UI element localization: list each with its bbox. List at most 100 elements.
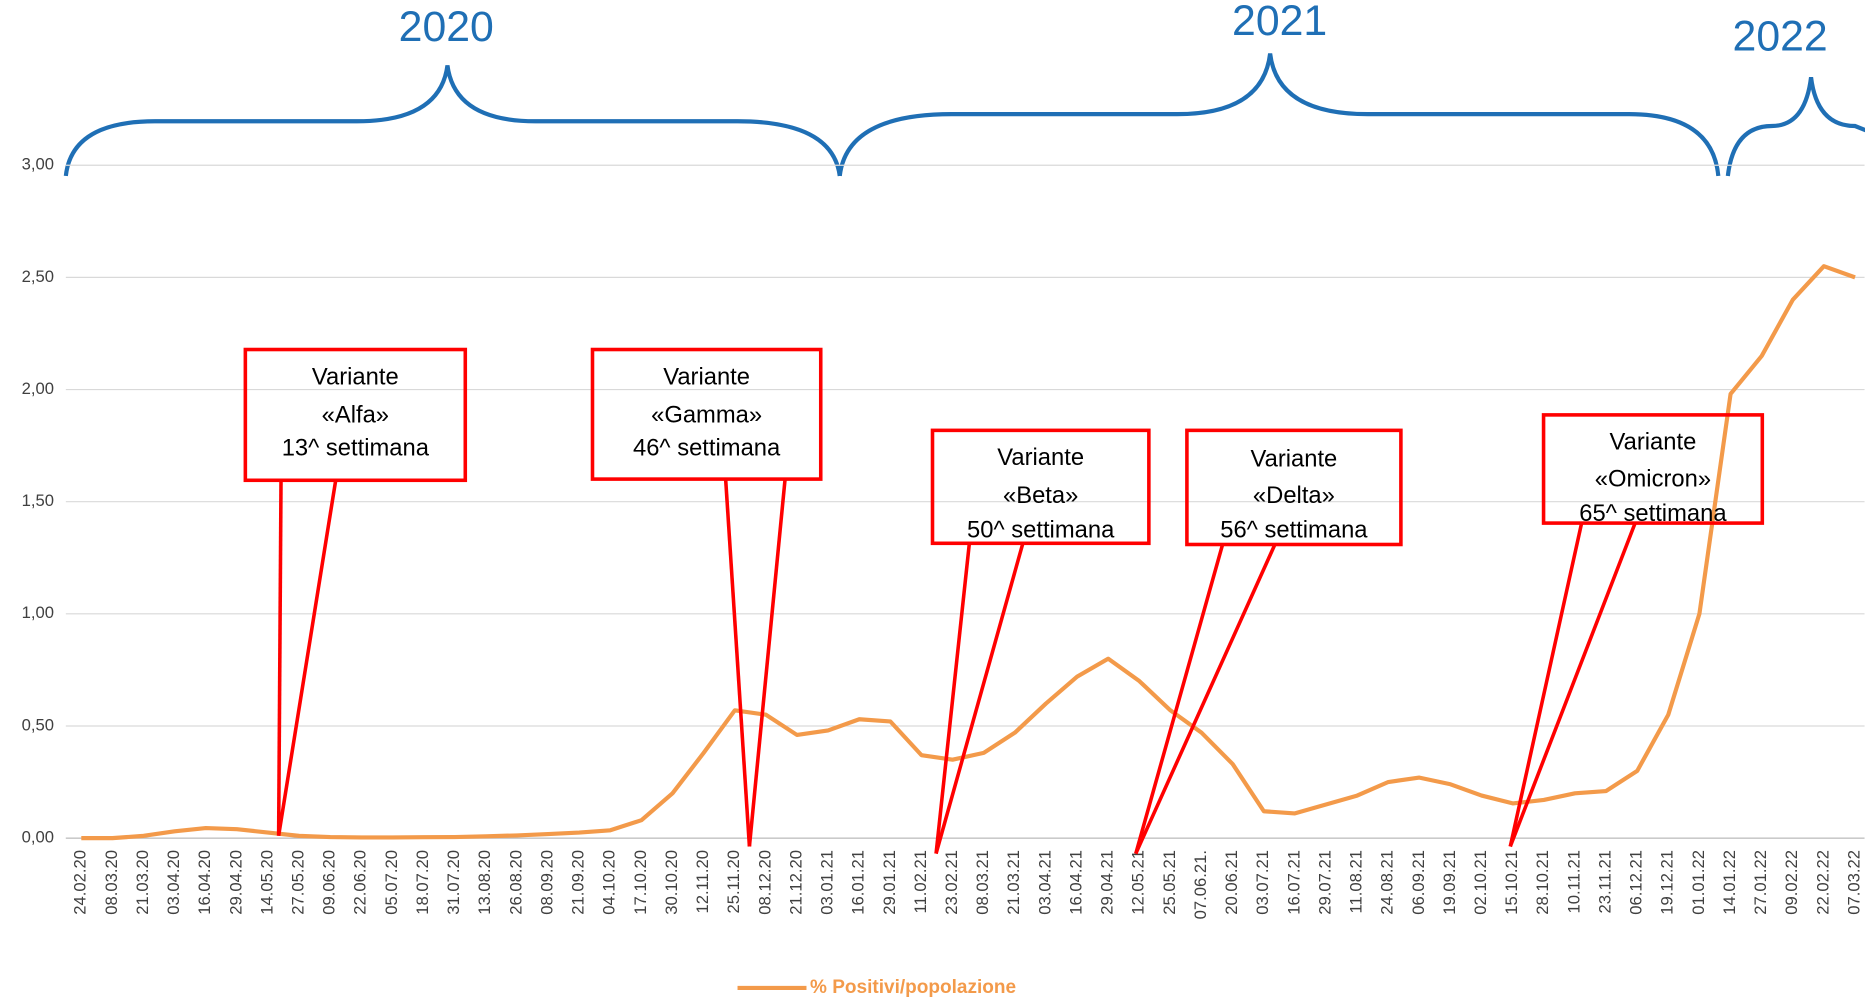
callout-text: «Omicron» [1595,466,1711,493]
callout-box [930,428,1151,546]
x-tick-label: 04.10.20 [600,850,619,915]
x-tick-label: 08.09.20 [537,850,556,915]
x-tick-label: 03.07.21 [1253,850,1272,915]
callout-pointer [934,542,1025,855]
x-tick-label: 07.03.22 [1844,850,1863,915]
x-tick-label: 11.08.21 [1347,850,1366,913]
legend-label: % Positivi/popolazione [810,977,1016,998]
x-tick-label: 09.06.20 [320,850,339,915]
x-tick-label: 22.06.20 [351,850,370,915]
callout-box [590,347,823,481]
callout-pointer [1134,544,1225,855]
x-tick-label: 23.11.21 [1595,850,1614,913]
callout: Variante «Alfa» 13^ settimana [243,347,468,837]
callout-text: Variante [663,363,750,390]
callout-text: «Beta» [1003,482,1078,509]
x-tick-label: 23.02.21 [942,850,961,915]
x-tick-label: 14.01.22 [1720,850,1739,915]
callout-text: Variante [312,363,399,390]
x-tick-label: 29.04.20 [226,850,245,915]
x-tick-label: 21.12.20 [786,850,805,915]
x-tick-label: 31.07.20 [444,850,463,915]
callout-text: «Delta» [1253,482,1335,509]
x-tick-label: 16.01.21 [849,850,868,915]
x-tick-label: 15.10.21 [1502,850,1521,915]
callout-text: Variante [997,444,1084,471]
brace [63,65,842,177]
x-tick-label: 11.02.21 [911,850,930,913]
y-tick-label: 2,00 [22,379,54,398]
year-label: 2020 [399,3,494,51]
year-label: 2022 [1733,13,1828,61]
x-tick-label: 06.12.21 [1627,850,1646,915]
callout-pointer [1508,522,1637,848]
callout-text: 50^ settimana [967,517,1115,544]
callout-text: «Alfa» [322,401,389,428]
x-tick-label: 12.05.21 [1129,850,1148,915]
x-tick-label: 27.05.20 [289,850,308,915]
callout-pointer [723,478,752,847]
x-tick-label: 06.09.21 [1409,850,1428,915]
callout-text: 56^ settimana [1220,517,1368,544]
callout-box [243,347,468,483]
x-tick-label: 30.10.20 [662,850,681,915]
x-tick-label: 20.06.21 [1222,850,1241,915]
x-tick-label: 28.10.21 [1533,850,1552,915]
x-tick-label: 21.03.21 [1004,850,1023,915]
y-tick-label: 3,00 [22,155,54,174]
x-tick-label: 27.01.22 [1751,850,1770,915]
callout: Variante «Beta» 50^ settimana [930,428,1151,855]
x-tick-label: 21.09.20 [569,850,588,915]
callout-pointer [1508,522,1584,847]
y-tick-label: 0,50 [22,715,54,734]
x-tick-label: 19.12.21 [1658,850,1677,915]
callout: Variante «Delta» 56^ settimana [1134,428,1403,855]
x-tick-label: 13.08.20 [475,850,494,915]
brace [1725,77,1865,177]
x-tick-label: 29.07.21 [1315,850,1334,915]
callout-text: 13^ settimana [282,435,430,462]
callout-pointer [276,480,338,837]
x-tick-label: 24.08.21 [1378,850,1397,915]
callout: Variante «Gamma» 46^ settimana [590,347,823,847]
y-tick-label: 2,50 [22,267,54,286]
y-tick-label: 1,50 [22,491,54,510]
x-tick-label: 03.04.21 [1035,850,1054,915]
x-tick-label: 03.04.20 [164,850,183,915]
callout-box [1541,413,1765,525]
callout-text: 46^ settimana [633,435,781,462]
x-tick-label: 29.01.21 [880,850,899,915]
x-tick-label: 19.09.21 [1440,850,1459,915]
x-tick-label: 14.05.20 [257,850,276,915]
x-tick-label: 10.11.21 [1564,850,1583,913]
x-tick-label: 12.11.20 [693,850,712,913]
x-tick-label: 07.06.21. [1191,850,1210,919]
callout-pointer [934,543,972,854]
x-tick-label: 22.02.22 [1813,850,1832,915]
x-tick-label: 05.07.20 [382,850,401,915]
x-tick-label: 21.03.20 [133,850,152,915]
x-tick-label: 25.11.20 [724,850,743,913]
x-tick-label: 16.04.21 [1066,850,1085,915]
callout-pointer [276,480,283,836]
x-tick-label: 08.03.21 [973,850,992,915]
x-tick-label: 08.12.20 [755,850,774,915]
x-tick-label: 01.01.22 [1689,850,1708,915]
x-tick-label: 26.08.20 [506,850,525,915]
y-tick-label: 0,00 [22,828,54,847]
callout-text: 65^ settimana [1579,500,1727,527]
x-tick-label: 02.10.21 [1471,850,1490,915]
x-tick-label: 29.04.21 [1098,850,1117,915]
x-tick-label: 24.02.20 [71,850,90,915]
y-tick-label: 1,00 [22,603,54,622]
x-tick-label: 16.07.21 [1284,850,1303,915]
year-label: 2021 [1232,0,1327,45]
data-line [81,264,1856,841]
callout: Variante «Omicron» 65^ settimana [1508,413,1765,848]
callout-text: Variante [1251,445,1338,472]
x-tick-label: 08.03.20 [102,850,121,915]
x-tick-label: 17.10.20 [631,850,650,915]
callout-box [1185,428,1403,547]
x-tick-label: 16.04.20 [195,850,214,915]
